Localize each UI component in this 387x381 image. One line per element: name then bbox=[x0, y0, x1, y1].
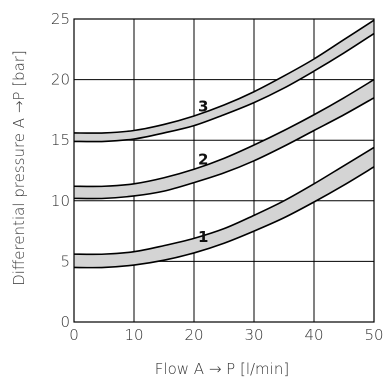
band-lower-line-3 bbox=[73, 32, 375, 143]
band-upper-line-2 bbox=[73, 78, 375, 188]
band-upper-line-3 bbox=[73, 19, 375, 134]
x-tick-label-50: 50 bbox=[364, 326, 383, 344]
plot-frame bbox=[73, 18, 375, 323]
y-tick-label-25: 25 bbox=[51, 10, 70, 28]
curve-label-1: 1 bbox=[198, 228, 208, 246]
x-tick-label-0: 0 bbox=[69, 326, 79, 344]
x-tick-label-40: 40 bbox=[304, 326, 323, 344]
band-upper-line-1 bbox=[73, 146, 375, 256]
y-tick-label-20: 20 bbox=[51, 71, 70, 89]
plot-border bbox=[73, 18, 375, 323]
y-tick-label-5: 5 bbox=[60, 252, 70, 270]
y-tick-label-0: 0 bbox=[60, 313, 70, 331]
y-tick-labels: 0 5 10 15 20 25 bbox=[51, 10, 70, 331]
x-axis-title: Flow A → P [l/min] bbox=[155, 360, 289, 378]
x-tick-label-20: 20 bbox=[184, 326, 203, 344]
curve-labels: 1 2 3 bbox=[198, 97, 208, 246]
x-tick-label-30: 30 bbox=[244, 326, 263, 344]
y-tick-label-15: 15 bbox=[51, 131, 70, 149]
band-fill-1 bbox=[74, 147, 374, 268]
y-tick-label-10: 10 bbox=[51, 192, 70, 210]
curve-label-2: 2 bbox=[198, 151, 208, 169]
curve-bands bbox=[73, 19, 375, 269]
x-tick-label-10: 10 bbox=[124, 326, 143, 344]
band-lower-line-2 bbox=[73, 97, 375, 200]
x-tick-labels: 0 10 20 30 40 50 bbox=[69, 326, 383, 344]
band-lower-line-1 bbox=[73, 166, 375, 269]
curve-label-3: 3 bbox=[198, 97, 208, 115]
y-axis-title: Differential pressure A →P [bar] bbox=[10, 50, 28, 286]
